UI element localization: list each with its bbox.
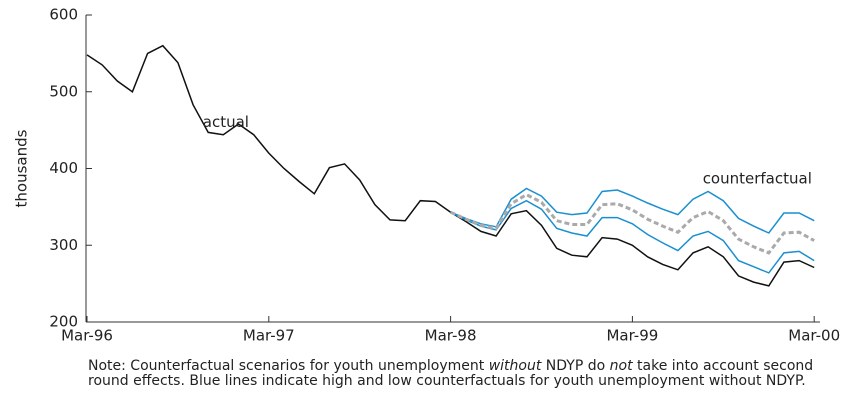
series-line: [450, 187, 815, 234]
series-line: [449, 192, 815, 255]
y-tick-label: 300: [49, 236, 78, 254]
y-tick-label: 600: [49, 6, 78, 24]
x-tick-label: Mar-96: [61, 327, 113, 345]
note-text: without: [488, 358, 542, 374]
note-text: Note: Counterfactual scenarios for youth…: [88, 358, 489, 374]
note-text: NDYP do: [541, 358, 610, 374]
annotation: actual: [203, 113, 249, 131]
note-text: not: [609, 358, 633, 374]
x-tick-label: Mar-98: [425, 327, 477, 345]
x-tick-label: Mar-97: [243, 327, 295, 345]
y-tick-label: 400: [49, 159, 78, 177]
note: Note: Counterfactual scenarios for youth…: [88, 359, 848, 389]
x-tick-label: Mar-00: [788, 327, 840, 345]
note-text: take into account second round effects. …: [88, 358, 814, 389]
y-axis-label: thousands: [13, 129, 31, 207]
annotation: counterfactual: [703, 170, 812, 188]
series-line: [86, 44, 815, 287]
series-line: [450, 199, 815, 274]
x-tick-label: Mar-99: [606, 327, 658, 345]
y-tick-label: 500: [49, 82, 78, 100]
y-tick-label: 200: [49, 313, 78, 331]
